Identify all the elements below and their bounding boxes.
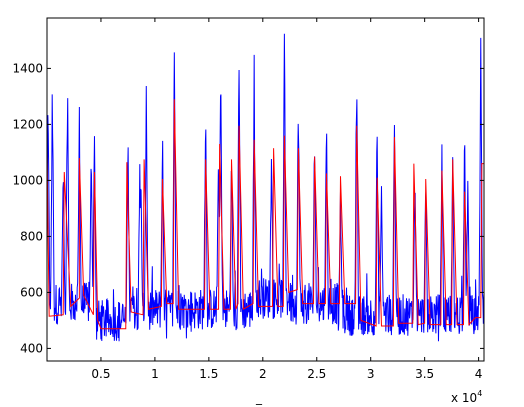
y-tick-label: 400: [20, 341, 43, 355]
y-tick-label: 800: [20, 229, 43, 243]
x-axis: 0.5 1 1.5 2 2.5 3 3.5 4: [91, 18, 482, 381]
x-tick-label: 2: [259, 367, 267, 381]
x-axis-label: _: [255, 391, 263, 405]
x-tick-label: 3: [367, 367, 375, 381]
x-tick-label: 0.5: [91, 367, 110, 381]
series-layer: [47, 33, 484, 342]
y-tick-label: 600: [20, 285, 43, 299]
x-tick-label: 2.5: [307, 367, 326, 381]
axes-box: [46, 17, 485, 362]
x-tick-label: 4: [475, 367, 483, 381]
series-line-red: [47, 99, 484, 330]
y-tick-label: 1400: [12, 61, 43, 75]
y-tick-label: 1000: [12, 173, 43, 187]
series-line-blue: [47, 33, 484, 342]
x-multiplier-label: x 104: [451, 389, 482, 405]
y-tick-label: 1200: [12, 117, 43, 131]
x-tick-label: 1.5: [199, 367, 218, 381]
y-axis: 400 600 800 1000 1200 1400: [12, 61, 484, 355]
x-tick-label: 3.5: [415, 367, 434, 381]
x-tick-label: 1: [151, 367, 159, 381]
